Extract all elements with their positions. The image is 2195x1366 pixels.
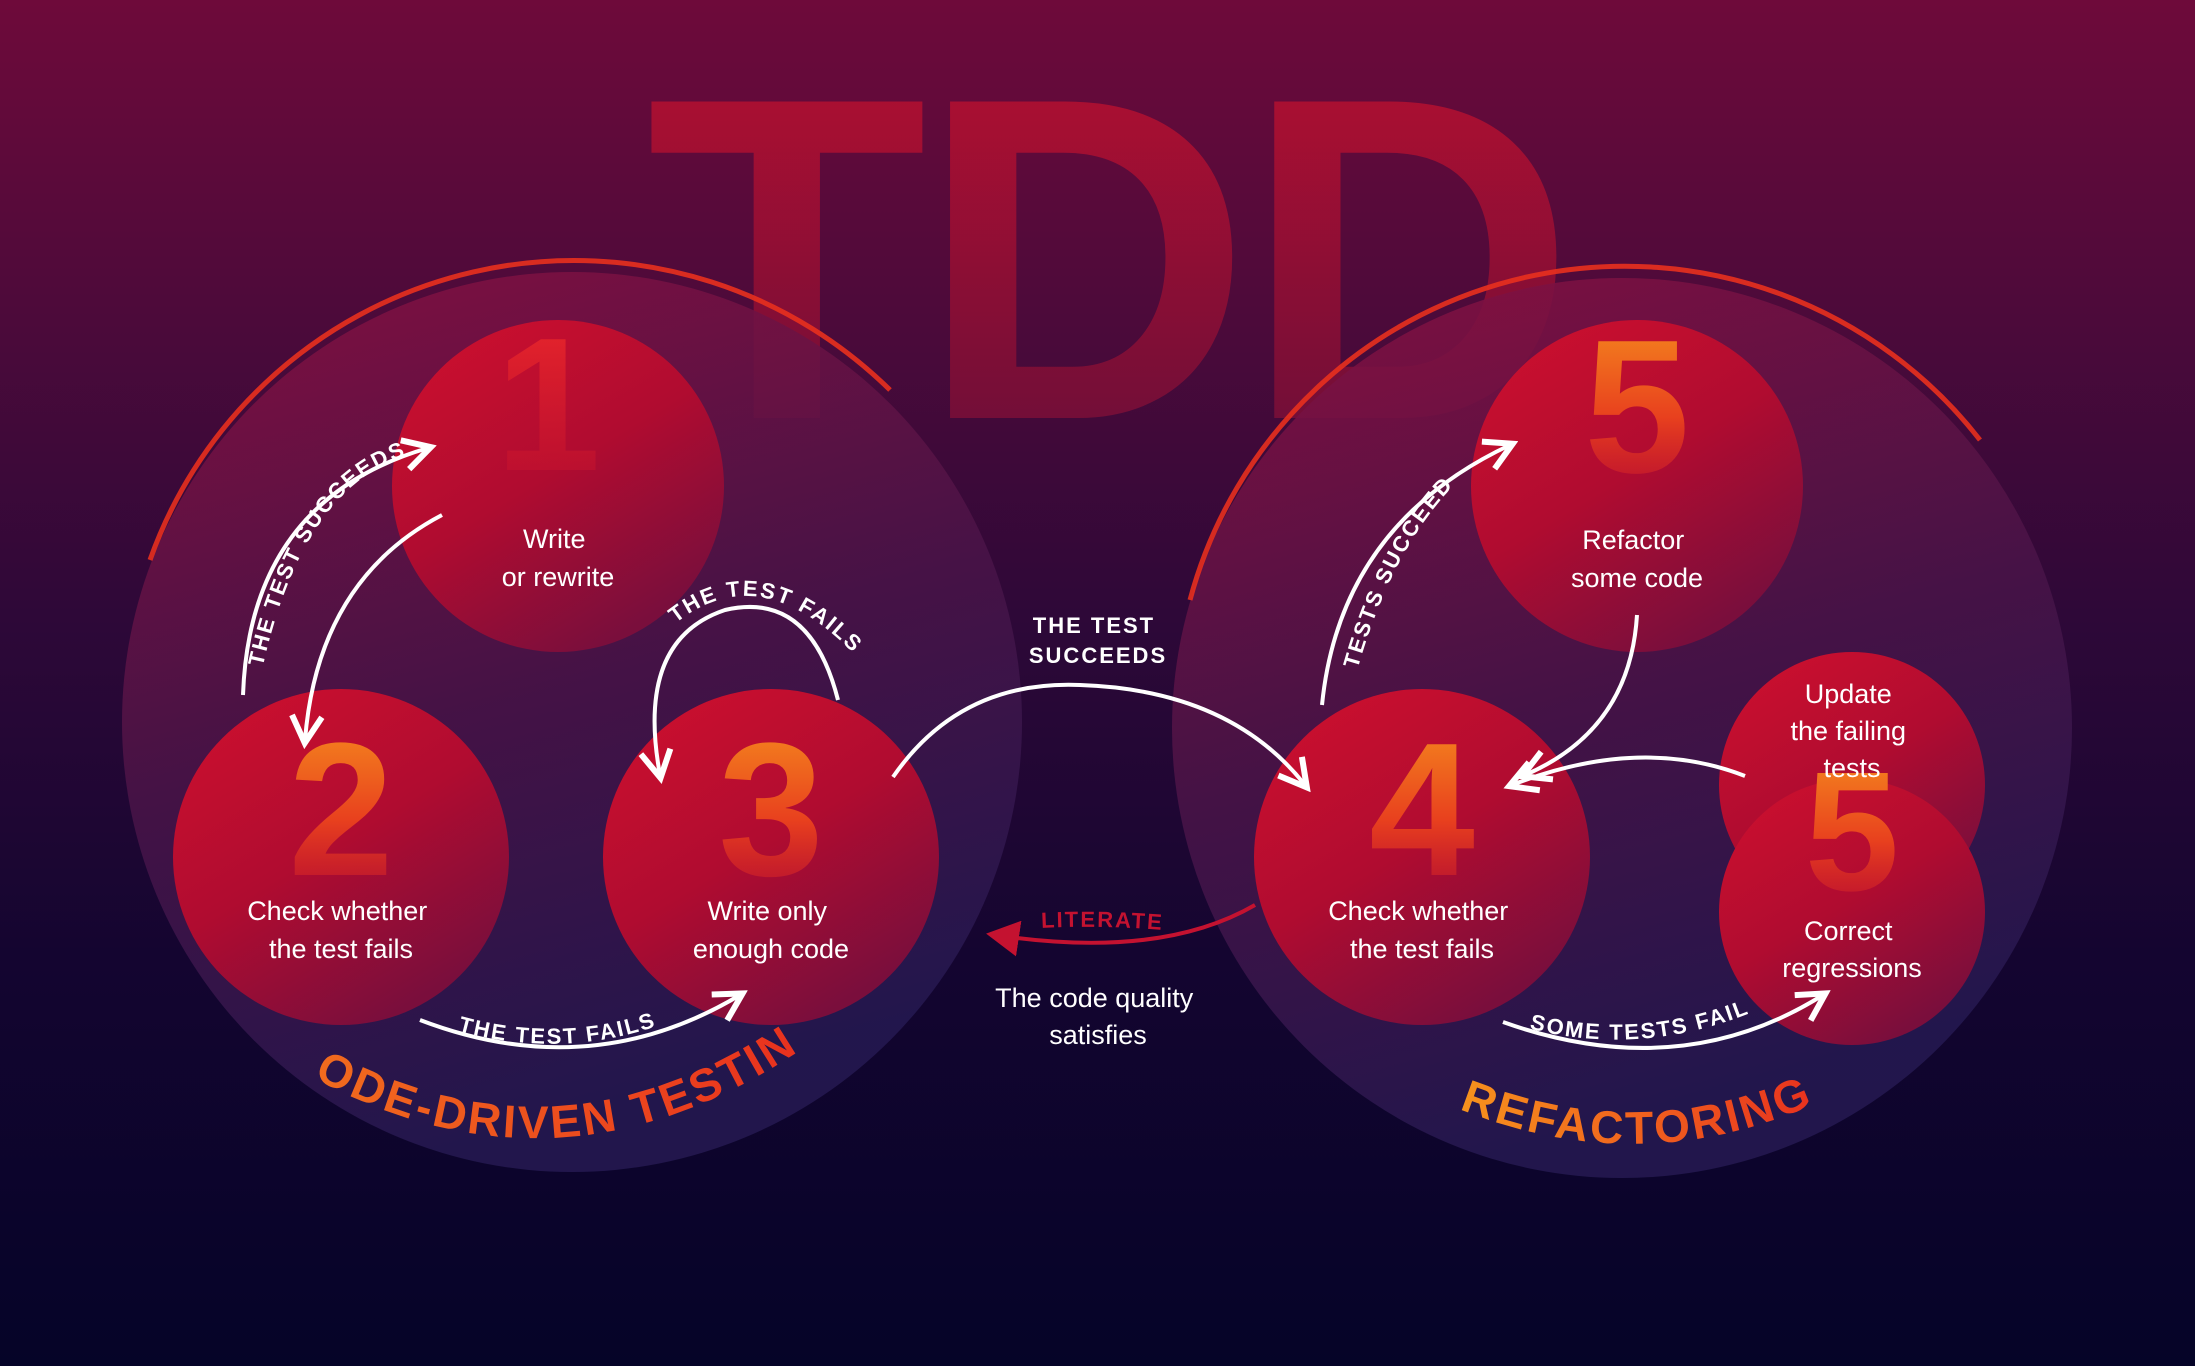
step-4-line-1: Check whether xyxy=(1328,896,1508,926)
step-5-update-number: 5 xyxy=(1805,737,1900,927)
step-3-number: 3 xyxy=(718,704,824,916)
arrow-5b-to-4 xyxy=(1512,755,1746,785)
arrow-2-to-1 xyxy=(241,448,428,696)
step-3: 3 Write only enough code xyxy=(603,689,939,1025)
step-3-line-2: enough code xyxy=(693,934,849,964)
svg-text:Check whether the test f: Check whether the test fails xyxy=(247,896,435,964)
svg-text:Write only enough code: Write only enough code xyxy=(693,896,849,964)
step-4-line-2: the test fails xyxy=(1350,934,1494,964)
arrow-literate xyxy=(986,903,1257,957)
arrow-3-loop xyxy=(655,604,840,775)
step-2: 2 Check whether the test fails xyxy=(173,689,509,1025)
step-1: 1 Write or rewrite xyxy=(392,299,724,652)
step-5-correct-line-2: regressions xyxy=(1782,953,1922,983)
arrow-4-to-5b xyxy=(1502,995,1823,1050)
step-1-line-2: or rewrite xyxy=(502,562,615,592)
step-1-number: 1 xyxy=(495,299,601,511)
arrow-4-to-5 xyxy=(1320,445,1510,706)
step-5-correct-line-1: Correct xyxy=(1804,916,1893,946)
step-5-update: 5 Update the failing tests Correct regre… xyxy=(1719,652,1985,1045)
step-5-update-line-2: the failing xyxy=(1790,716,1906,746)
svg-text:Refactor some code: Refactor some code xyxy=(1571,525,1703,593)
step-5-refactor-number: 5 xyxy=(1584,301,1690,513)
step-5-refactor-line-2: some code xyxy=(1571,563,1703,593)
label-literate: LITERATE xyxy=(1041,907,1165,935)
step-5-update-line-3: tests xyxy=(1823,753,1880,783)
step-3-line-1: Write only xyxy=(707,896,827,926)
label-test-succeeds-3-4: THE TEST SUCCEEDS xyxy=(1029,613,1167,668)
svg-text:Correct regressions: Correct regressions xyxy=(1782,916,1922,983)
svg-text:Update the failing: Update the failing tests xyxy=(1790,679,1913,783)
arrows xyxy=(241,445,1823,1050)
step-5-update-line-1: Update xyxy=(1805,679,1892,709)
svg-text:Write or rewrite: Write or rewrite xyxy=(502,524,615,592)
code-quality-text: The code quality satisfies xyxy=(995,983,1201,1050)
step-5-refactor: 5 Refactor some code xyxy=(1471,301,1803,652)
arrow-2-to-3 xyxy=(419,995,740,1050)
step-4: 4 Check whether the test fails xyxy=(1254,689,1590,1025)
step-4-number: 4 xyxy=(1369,704,1475,916)
arrow-5-to-4 xyxy=(1525,614,1639,775)
arrow-3-to-4 xyxy=(891,682,1305,785)
svg-text:Check whether the test f: Check whether the test fails xyxy=(1328,896,1516,964)
arrow-1-to-2 xyxy=(305,513,443,740)
step-2-line-1: Check whether xyxy=(247,896,427,926)
step-5-refactor-line-1: Refactor xyxy=(1582,525,1684,555)
step-2-line-2: the test fails xyxy=(269,934,413,964)
step-1-line-1: Write xyxy=(523,524,586,554)
